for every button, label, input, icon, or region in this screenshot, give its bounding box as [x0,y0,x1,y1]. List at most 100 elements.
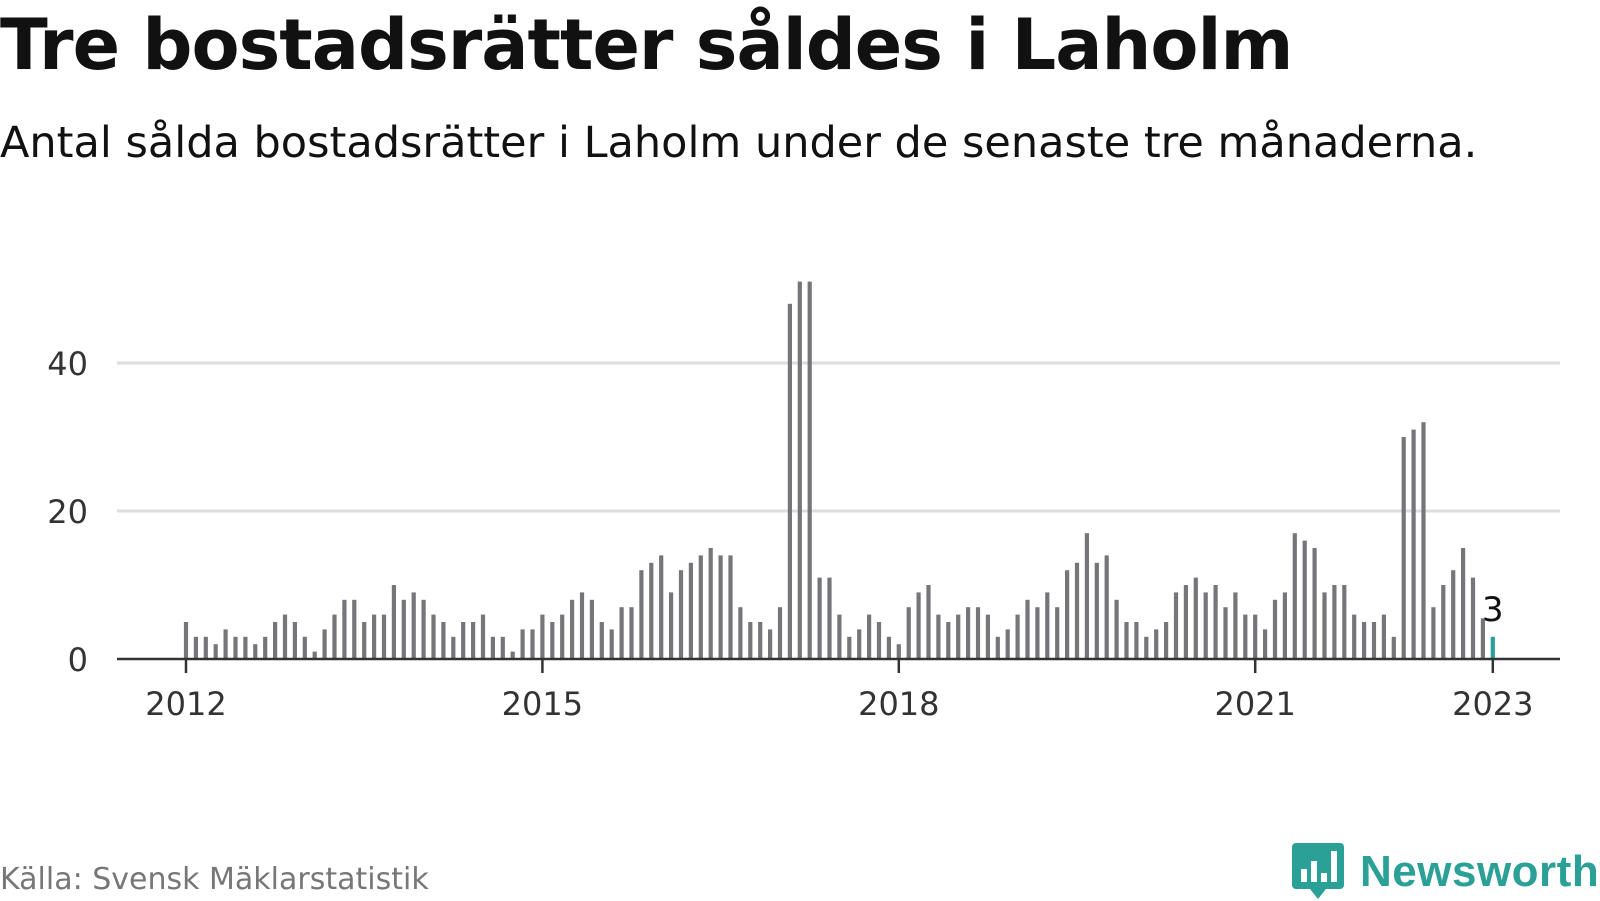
bar [1213,585,1218,659]
bar [223,629,228,659]
bar [1470,577,1476,659]
bar [401,599,406,659]
bar [1292,533,1297,659]
bar [381,614,387,659]
bar [1074,562,1080,659]
bar [1045,592,1050,659]
bar [1124,622,1129,659]
bar [985,614,990,659]
bar [886,636,891,659]
bar [1352,614,1357,659]
bar [1431,607,1436,659]
bar [421,599,426,659]
bar [936,614,941,659]
labels: 0 20 40 2012 2015 2018 2021 2023 3 [47,345,1533,723]
bar [312,651,317,659]
bar [876,622,882,659]
bar [956,614,961,659]
x-tick-label: 2015 [502,685,583,723]
bar [797,281,802,659]
bar [926,585,931,659]
bar [263,636,268,659]
bar [1233,592,1238,659]
bar [1025,599,1030,659]
bar [471,622,476,659]
bar [1154,629,1159,659]
bar [817,577,822,659]
bar [530,629,535,659]
bar [1094,562,1099,659]
bar [352,599,357,659]
bar [738,607,743,659]
brand-logo: Newsworthy [1292,843,1600,901]
bar [1312,548,1317,659]
bar [480,614,486,659]
bar [243,636,248,659]
bar [688,562,693,659]
brand-name: Newsworthy [1360,847,1600,896]
bar [787,303,792,659]
bar [1243,614,1248,659]
bar [1114,599,1119,659]
bar [1461,548,1466,659]
axes [117,657,1560,673]
bar [1035,607,1040,659]
bars [183,281,1495,659]
bar [807,281,812,659]
chart-subtitle: Antal sålda bostadsrätter i Laholm under… [0,118,1478,168]
bar [1173,592,1179,659]
bar [867,614,872,659]
bar [975,607,981,659]
bar [619,607,624,659]
bar [1332,585,1337,659]
bar [718,555,723,659]
bar [995,636,1000,659]
bar [510,651,515,659]
bar [302,636,307,659]
bar [391,585,396,659]
bar [1104,555,1109,659]
bar [708,548,713,659]
bar [946,622,951,659]
bar [1164,622,1169,659]
bar [540,614,545,659]
bar [431,614,436,659]
bar [1193,577,1198,659]
bar [1015,614,1020,659]
bar [896,644,901,659]
bar [451,636,456,659]
bar [1005,629,1010,659]
bar [678,570,684,659]
bar [203,636,208,659]
bar-value-label: 3 [1482,590,1504,630]
bar [659,555,664,659]
bar [342,599,347,659]
bar [857,629,862,659]
y-tick-label: 40 [47,345,88,383]
bar [213,644,218,659]
bar [728,555,733,659]
bar [1421,422,1426,659]
bar [966,607,971,659]
bar [441,622,446,659]
bar [372,614,377,659]
x-tick-label: 2021 [1214,685,1295,723]
bar [589,599,594,659]
bar [1144,636,1149,659]
bar [560,614,565,659]
bar [748,622,753,659]
bar [362,622,367,659]
bar [1401,437,1406,659]
bar [500,636,505,659]
bar [579,592,585,659]
newsworthy-chart-bubble-icon [1292,843,1344,899]
bar [1391,636,1396,659]
y-tick-label: 0 [68,641,88,679]
bar [1480,618,1485,659]
bar [777,607,783,659]
chart-title: Tre bostadsrätter såldes i Laholm [0,4,1293,86]
bar [1223,607,1228,659]
bar [629,607,634,659]
bar [292,622,297,659]
bar [332,614,337,659]
